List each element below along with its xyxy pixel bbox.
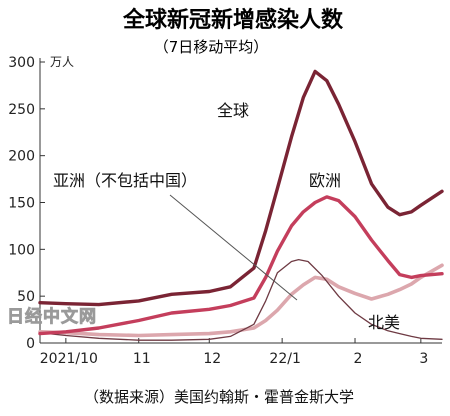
y-tick-label: 200	[8, 149, 35, 165]
series-label-north-america: 北美	[368, 313, 400, 332]
watermark-logo: 日经中文网	[7, 306, 97, 327]
x-tick-label: 2	[354, 351, 363, 367]
x-tick-label: 22/1	[269, 351, 300, 367]
x-tick-label: 11	[133, 351, 151, 367]
x-tick-label: 3	[419, 351, 428, 367]
chart-subtitle: （7日移动平均）	[154, 38, 269, 56]
y-tick-label: 50	[17, 289, 35, 305]
x-tick-label: 2021/10	[40, 351, 98, 367]
series-label-global: 全球	[217, 101, 249, 120]
series-line-0	[38, 69, 444, 307]
asia-leader-line	[169, 194, 298, 301]
y-axis-unit-label: 万人	[50, 55, 74, 69]
y-tick-label: 150	[8, 196, 35, 212]
x-axis: 2021/10 11 12 22/1 2 3	[40, 338, 442, 367]
y-tick-label: 300	[8, 55, 35, 71]
y-tick-label: 0	[26, 336, 35, 352]
y-tick-label: 250	[8, 102, 35, 118]
series-line-3	[39, 258, 443, 341]
y-axis: 0 50 100 150 200 250 300	[8, 55, 45, 352]
chart-title: 全球新冠新增感染人数	[122, 7, 344, 33]
data-source-note: （数据来源）美国约翰斯・霍普金斯大学	[84, 388, 354, 406]
series-line-1	[38, 195, 444, 336]
series-label-europe: 欧洲	[309, 171, 341, 190]
series-label-asia-excl-china: 亚洲（不包括中国）	[53, 171, 197, 190]
y-tick-label: 100	[8, 242, 35, 258]
x-tick-label: 12	[203, 351, 221, 367]
series-lines	[38, 69, 444, 341]
series-line-2	[38, 263, 444, 338]
